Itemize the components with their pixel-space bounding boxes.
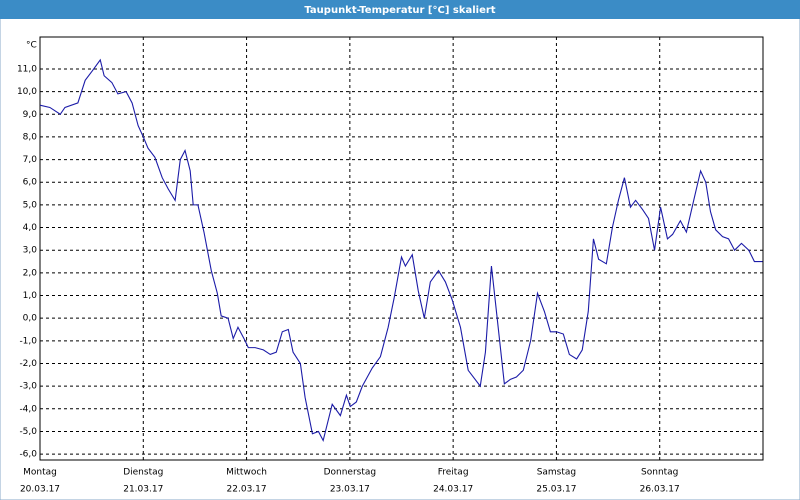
y-axis-label: °C (26, 41, 37, 51)
x-tick-date: 21.03.17 (123, 485, 163, 495)
x-tick-label: Montag (23, 468, 57, 478)
x-tick-date: 20.03.17 (20, 485, 60, 495)
y-tick-label: 0,0 (23, 314, 38, 324)
y-tick-label: -4,0 (19, 404, 37, 414)
x-tick-label: Sonntag (641, 468, 678, 478)
chart-title: Taupunkt-Temperatur [°C] skaliert (304, 5, 495, 16)
y-tick-label: -3,0 (19, 382, 37, 392)
x-tick-date: 24.03.17 (433, 485, 473, 495)
x-tick-label: Donnerstag (324, 468, 377, 478)
x-tick-label: Freitag (438, 468, 469, 478)
y-tick-label: -1,0 (19, 336, 37, 346)
y-tick-label: 4,0 (23, 223, 38, 233)
x-tick-date: 25.03.17 (536, 485, 576, 495)
x-tick-label: Dienstag (123, 468, 163, 478)
y-tick-label: 8,0 (23, 132, 38, 142)
x-tick-date: 23.03.17 (330, 485, 370, 495)
x-tick-date: 22.03.17 (227, 485, 267, 495)
y-tick-label: 6,0 (23, 178, 38, 188)
x-tick-label: Mittwoch (226, 468, 267, 478)
y-tick-label: 2,0 (23, 268, 38, 278)
y-tick-label: 1,0 (23, 291, 38, 301)
y-tick-label: 11,0 (17, 64, 37, 74)
y-tick-label: -5,0 (19, 427, 37, 437)
plot-frame (39, 36, 764, 461)
y-tick-label: 9,0 (23, 110, 38, 120)
y-tick-label: 5,0 (23, 200, 38, 210)
title-bar (0, 0, 800, 19)
x-tick-date: 26.03.17 (640, 485, 680, 495)
y-tick-label: 7,0 (23, 155, 38, 165)
y-tick-label: -6,0 (19, 450, 37, 460)
y-tick-label: 3,0 (23, 246, 38, 256)
x-tick-label: Samstag (537, 468, 576, 478)
y-tick-label: -2,0 (19, 359, 37, 369)
y-tick-label: 10,0 (17, 87, 37, 97)
data-line (39, 58, 763, 443)
